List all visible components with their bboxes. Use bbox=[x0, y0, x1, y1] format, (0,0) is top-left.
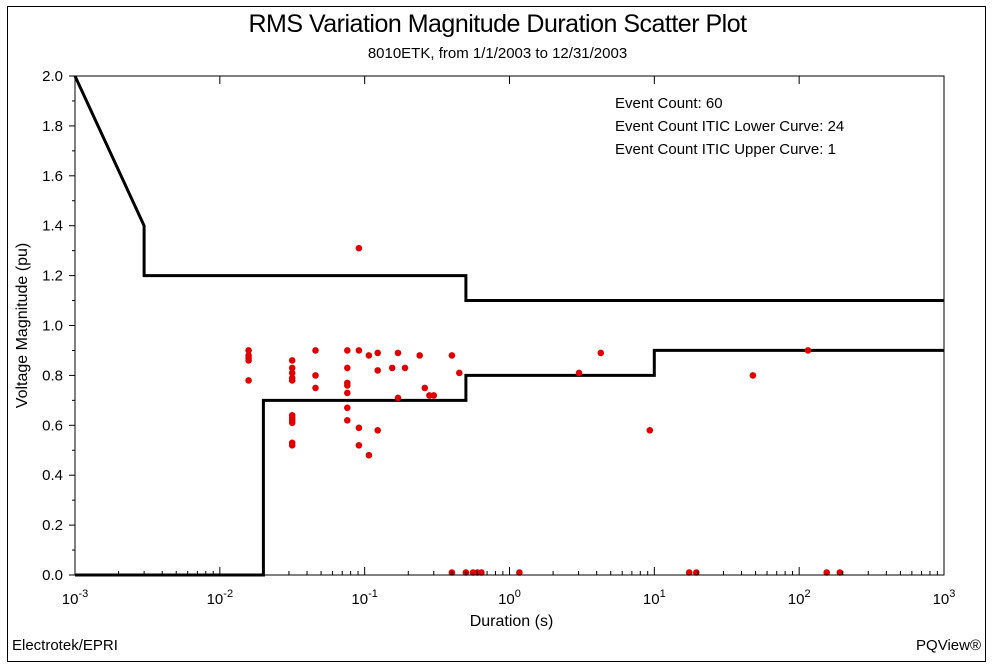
data-point bbox=[401, 364, 409, 372]
x-tick-label: 10-3 bbox=[62, 588, 88, 608]
y-tick-label: 1.8 bbox=[42, 118, 63, 135]
data-point bbox=[245, 347, 252, 354]
data-point bbox=[344, 417, 351, 424]
data-point bbox=[288, 364, 296, 372]
chart-subtitle: 8010ETK, from 1/1/2003 to 12/31/2003 bbox=[367, 45, 628, 62]
data-point bbox=[288, 357, 296, 364]
data-point bbox=[374, 367, 382, 374]
data-point bbox=[312, 347, 319, 354]
chart-frame bbox=[7, 6, 986, 662]
y-tick-label: 0.0 bbox=[42, 567, 63, 584]
x-tick-label: 102 bbox=[788, 588, 811, 608]
x-tick-label: 10-2 bbox=[207, 588, 233, 608]
data-point bbox=[823, 569, 830, 576]
data-point bbox=[646, 427, 654, 434]
data-point bbox=[365, 451, 373, 459]
x-tick-label: 103 bbox=[933, 588, 956, 608]
data-point bbox=[394, 349, 402, 357]
data-point bbox=[478, 569, 485, 576]
footer-left-label: Electrotek/EPRI bbox=[12, 637, 118, 654]
data-point bbox=[448, 352, 456, 359]
data-point bbox=[575, 369, 583, 377]
data-point bbox=[355, 424, 363, 432]
data-point bbox=[344, 382, 351, 389]
data-point bbox=[344, 347, 351, 354]
data-point bbox=[374, 349, 382, 357]
y-tick-label: 0.4 bbox=[42, 467, 63, 484]
data-point bbox=[312, 384, 319, 392]
x-tick-label: 101 bbox=[643, 588, 666, 608]
data-point bbox=[312, 372, 319, 379]
data-point bbox=[456, 369, 463, 377]
y-tick-label: 0.2 bbox=[42, 517, 63, 534]
data-point bbox=[288, 377, 296, 384]
y-tick-label: 0.8 bbox=[42, 367, 63, 384]
y-tick-label: 1.0 bbox=[42, 318, 63, 335]
data-point bbox=[355, 442, 363, 449]
event-count-stat: Event Count ITIC Lower Curve: 24 bbox=[615, 118, 844, 135]
data-point bbox=[516, 569, 523, 576]
data-point bbox=[597, 349, 605, 357]
data-point bbox=[344, 404, 351, 412]
x-tick-label: 10-1 bbox=[351, 588, 377, 608]
data-point bbox=[430, 392, 438, 399]
y-tick-label: 0.6 bbox=[42, 417, 63, 434]
data-point bbox=[245, 357, 252, 364]
event-count-stat: Event Count ITIC Upper Curve: 1 bbox=[615, 141, 836, 158]
data-point bbox=[421, 384, 429, 392]
y-tick-label: 2.0 bbox=[42, 68, 63, 85]
data-point bbox=[245, 377, 252, 384]
itic-upper-curve bbox=[73, 75, 944, 302]
data-point bbox=[355, 347, 363, 354]
data-point bbox=[288, 419, 296, 427]
x-tick-label: 100 bbox=[498, 588, 521, 608]
y-axis-title: Voltage Magnitude (pu) bbox=[14, 243, 31, 408]
data-point bbox=[685, 569, 693, 576]
y-tick-label: 1.4 bbox=[42, 218, 63, 235]
data-point bbox=[394, 394, 402, 402]
data-point bbox=[374, 427, 382, 434]
data-point bbox=[388, 364, 396, 372]
data-point bbox=[749, 372, 757, 379]
data-point bbox=[416, 352, 424, 359]
footer-right-label: PQView® bbox=[916, 637, 981, 654]
data-point bbox=[344, 389, 351, 397]
y-tick-label: 1.6 bbox=[42, 168, 63, 185]
chart-title: RMS Variation Magnitude Duration Scatter… bbox=[248, 10, 747, 38]
data-point bbox=[804, 347, 812, 354]
x-axis-title: Duration (s) bbox=[470, 613, 554, 630]
data-point bbox=[288, 369, 296, 377]
data-point bbox=[355, 244, 363, 252]
y-tick-label: 1.2 bbox=[42, 268, 63, 285]
data-point bbox=[344, 364, 351, 372]
data-point bbox=[365, 352, 373, 359]
data-point bbox=[836, 569, 844, 576]
itic-lower-curve bbox=[75, 348, 944, 577]
event-count-stat: Event Count: 60 bbox=[615, 95, 723, 112]
data-point bbox=[288, 442, 296, 449]
